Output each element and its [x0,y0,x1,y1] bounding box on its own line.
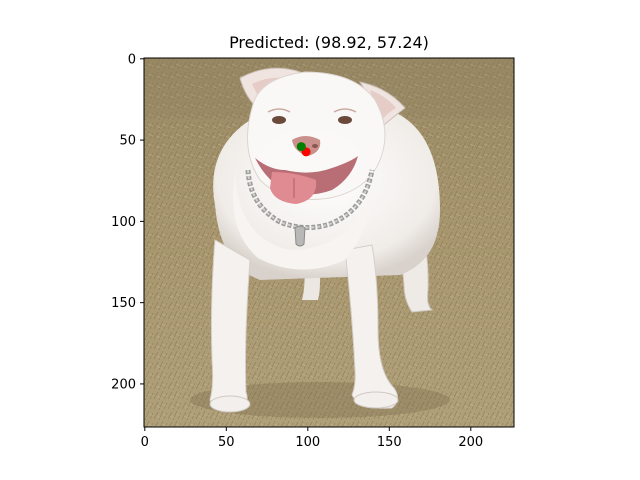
y-tick-label: 150 [111,296,136,311]
axes-frame [143,57,515,428]
y-tick-label: 100 [111,215,136,230]
x-axis-ticks: 0 50 100 150 200 [141,427,483,450]
x-tick-label: 100 [295,435,320,450]
y-tick-label: 50 [119,134,136,149]
y-axis-ticks: 0 50 100 150 200 [111,52,144,392]
x-tick-label: 200 [458,435,483,450]
x-tick-label: 150 [377,435,402,450]
y-tick-label: 0 [128,52,136,67]
y-tick-label: 200 [111,377,136,392]
x-tick-label: 0 [141,435,149,450]
dog-photo-image [144,58,514,427]
chart-title: Predicted: (98.92, 57.24) [229,33,429,52]
reference-point-marker [296,142,306,152]
data-points-layer [296,142,311,157]
x-tick-label: 50 [218,435,235,450]
